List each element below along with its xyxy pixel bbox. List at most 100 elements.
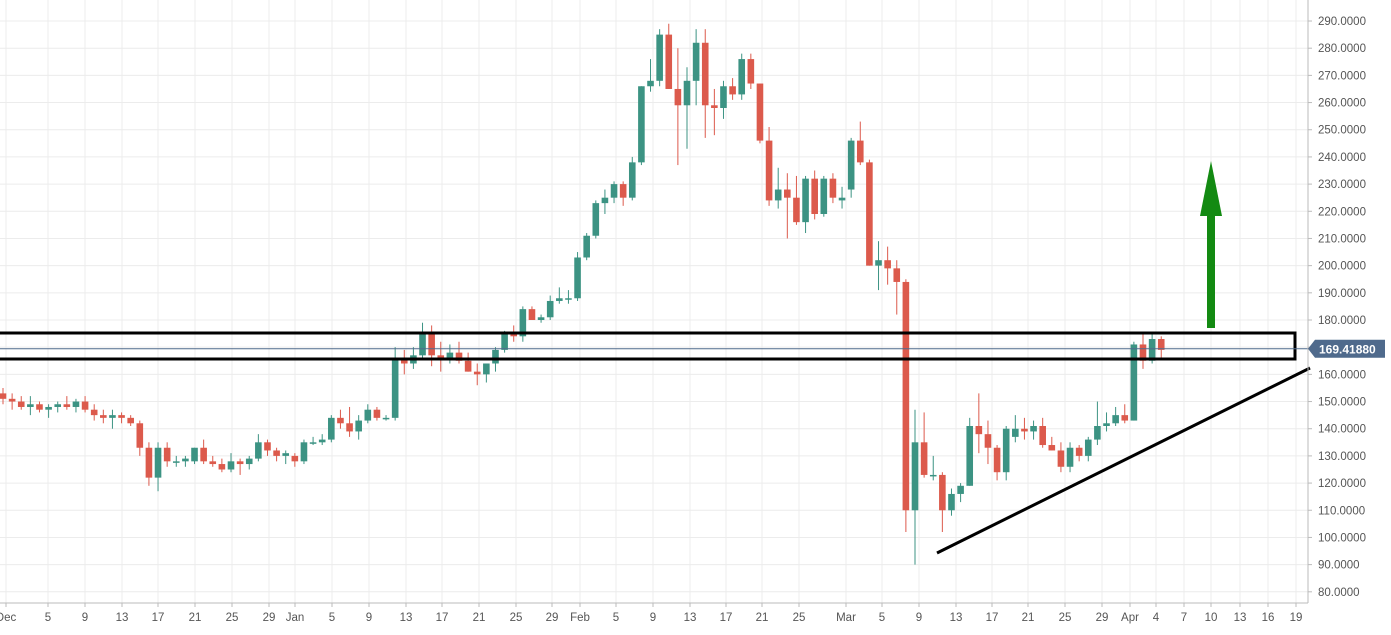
x-tick-label: Mar bbox=[836, 612, 856, 624]
bullish-candle bbox=[1112, 415, 1119, 424]
bearish-candle bbox=[8, 398, 16, 402]
x-tick-label: 29 bbox=[546, 612, 559, 624]
bullish-candle bbox=[446, 352, 454, 359]
bearish-candle bbox=[1048, 445, 1056, 451]
bearish-candle bbox=[291, 455, 299, 462]
bearish-candle bbox=[473, 371, 481, 375]
x-tick-label: 29 bbox=[1096, 612, 1109, 624]
bearish-candle bbox=[975, 426, 983, 435]
bearish-candle bbox=[939, 474, 946, 511]
bearish-candle bbox=[811, 178, 818, 214]
last-price-label-background bbox=[1308, 339, 1385, 358]
bullish-candle bbox=[738, 59, 746, 95]
bullish-candle bbox=[1002, 428, 1010, 473]
bearish-candle bbox=[0, 393, 7, 399]
bearish-candle bbox=[118, 415, 125, 418]
bullish-candle bbox=[27, 404, 34, 407]
x-tick-label: 5 bbox=[329, 612, 335, 624]
x-tick-label: Jan bbox=[286, 612, 305, 624]
bullish-candle bbox=[109, 415, 116, 418]
x-tick-label: 16 bbox=[1262, 612, 1275, 624]
bearish-candle bbox=[729, 86, 736, 95]
x-tick-label: 4 bbox=[1153, 612, 1160, 624]
bullish-candle bbox=[501, 333, 508, 350]
x-tick-label: 7 bbox=[1181, 612, 1187, 624]
x-tick-label: 9 bbox=[916, 612, 922, 624]
bearish-candle bbox=[528, 309, 536, 320]
x-tick-label: 13 bbox=[684, 612, 697, 624]
bullish-candle bbox=[1030, 426, 1037, 432]
bearish-candle bbox=[765, 140, 773, 201]
bearish-candle bbox=[464, 360, 472, 372]
bullish-candle bbox=[382, 417, 390, 420]
x-tick-label: 25 bbox=[1059, 612, 1072, 624]
bullish-candle bbox=[638, 86, 645, 163]
y-tick-label: 230.0000 bbox=[1318, 179, 1366, 191]
bullish-candle bbox=[720, 86, 727, 108]
last-price-label: 169.41880 bbox=[1308, 339, 1385, 358]
x-tick-label: 25 bbox=[226, 612, 239, 624]
bullish-candle bbox=[182, 458, 189, 462]
x-tick-label: Feb bbox=[570, 612, 590, 624]
y-tick-label: 270.0000 bbox=[1318, 70, 1366, 82]
x-tick-label: 25 bbox=[510, 612, 523, 624]
bullish-candle bbox=[519, 309, 527, 337]
bullish-candle bbox=[391, 358, 399, 418]
bullish-candle bbox=[847, 140, 855, 190]
bearish-candle bbox=[893, 268, 901, 282]
y-tick-label: 140.0000 bbox=[1318, 424, 1366, 436]
bearish-candle bbox=[81, 401, 89, 410]
bearish-candle bbox=[145, 447, 153, 478]
bearish-candle bbox=[1139, 344, 1147, 361]
bullish-candle bbox=[1012, 428, 1019, 437]
bullish-candle bbox=[601, 197, 609, 204]
bullish-candle bbox=[245, 458, 253, 465]
bearish-candle bbox=[747, 59, 755, 84]
bullish-candle bbox=[355, 420, 362, 432]
grid bbox=[0, 0, 1308, 603]
bullish-candle bbox=[255, 442, 262, 459]
y-tick-label: 240.0000 bbox=[1318, 152, 1366, 164]
x-tick-label: Apr bbox=[1121, 612, 1139, 624]
x-tick-label: 17 bbox=[152, 612, 165, 624]
bullish-candle bbox=[929, 474, 937, 477]
bearish-candle bbox=[902, 281, 910, 511]
bearish-candle bbox=[400, 358, 408, 364]
y-tick-label: 130.0000 bbox=[1318, 451, 1366, 463]
y-tick-label: 110.0000 bbox=[1318, 505, 1365, 517]
bullish-candle bbox=[483, 363, 490, 375]
bullish-candle bbox=[692, 42, 700, 81]
bearish-candle bbox=[455, 352, 463, 361]
bullish-candle bbox=[364, 409, 372, 421]
bearish-candle bbox=[1121, 415, 1129, 421]
bullish-candle bbox=[610, 184, 618, 198]
bearish-candle bbox=[437, 355, 445, 359]
bullish-candle bbox=[583, 235, 590, 258]
x-tick-label: 21 bbox=[189, 612, 202, 624]
bullish-candle bbox=[820, 178, 828, 214]
y-tick-label: 260.0000 bbox=[1318, 98, 1366, 110]
x-tick-label: Dec bbox=[0, 612, 16, 624]
bullish-candle bbox=[45, 406, 52, 410]
y-tick-label: 100.0000 bbox=[1318, 532, 1366, 544]
y-tick-label: 150.0000 bbox=[1318, 397, 1366, 409]
x-tick-label: 17 bbox=[986, 612, 999, 624]
bullish-candle bbox=[1103, 423, 1110, 427]
x-tick-label: 19 bbox=[1290, 612, 1303, 624]
bullish-candle bbox=[154, 447, 162, 478]
bearish-candle bbox=[100, 415, 107, 418]
y-tick-label: 80.0000 bbox=[1318, 587, 1360, 599]
bullish-candle bbox=[875, 260, 882, 266]
bullish-candle bbox=[537, 317, 545, 320]
bearish-candle bbox=[619, 184, 627, 198]
bullish-candle bbox=[556, 298, 563, 301]
bearish-candle bbox=[866, 162, 873, 266]
bearish-candle bbox=[428, 333, 435, 356]
bearish-candle bbox=[236, 461, 244, 465]
bearish-candle bbox=[200, 447, 207, 462]
bullish-candle bbox=[948, 493, 955, 511]
y-tick-label: 250.0000 bbox=[1318, 125, 1366, 137]
bullish-candle bbox=[911, 442, 919, 511]
bullish-candle bbox=[72, 401, 80, 407]
